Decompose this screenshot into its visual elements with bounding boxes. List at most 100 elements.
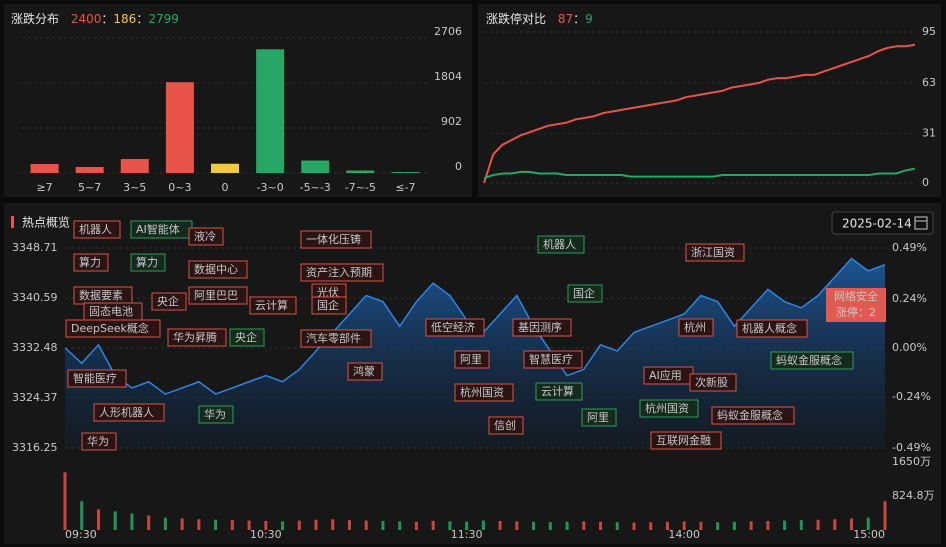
volume-bar [799,520,803,530]
hotspot-tag [685,243,745,262]
bar [75,167,104,173]
bar [301,160,330,173]
y-tick-label: 902 [441,115,462,128]
up-count: 87 [558,12,573,26]
hotspot-label: 资产注入预期 [306,265,372,279]
hotspot-tag [65,319,161,338]
x-tick-label: 11:30 [451,528,483,541]
volume-bar [749,521,753,530]
date: 2025-02-14 [842,217,912,231]
x-tick-label: 14:00 [668,528,700,541]
hotspot-tag [188,227,224,246]
hotspot-tag [188,286,248,305]
hotspot-tag [130,253,166,272]
hotspot-label: 汽车零部件 [306,331,361,345]
hotspot-label: 国企 [573,286,595,300]
volume-bar [481,520,485,530]
hotspot-label: 智慧医疗 [529,352,573,366]
sep: ： [136,12,148,26]
sep: ： [101,12,113,26]
volume-bar [866,517,870,530]
bar [256,49,285,173]
series-line [483,43,916,184]
hotspot-label: 杭州国资 [645,401,689,415]
volume-bar [63,472,67,530]
hotspot-label: 蚂蚁金服概念 [776,353,842,367]
hotspot-tag [300,263,384,282]
volume-bar [498,520,502,530]
x-tick-label: 09:30 [65,528,97,541]
hotspot-label: 基因测序 [518,320,562,334]
hotspot-label: 人形机器人 [99,405,154,419]
hotspot-label: 低空经济 [431,320,475,334]
hotspot-tag [689,373,737,392]
hotspot-label: 央企 [235,330,257,344]
hotspot-label: 光伏 [317,285,339,299]
bar [391,172,420,173]
volume-bar [431,520,435,530]
hotspot-tag [711,406,795,425]
hotspot-tag [151,292,187,311]
volume-bar [682,521,686,530]
volume-bar [448,521,452,530]
hotspot-label: 阿里 [460,353,482,366]
volume-bar [96,509,100,530]
volume-bar [147,515,151,530]
volume-bar [230,520,234,530]
hotspot-tag [347,362,383,381]
hotspot-tag [512,318,572,337]
hotspot-tag [736,319,808,338]
hotspot-label: 浙江国资 [691,246,735,259]
title-marker [11,216,14,228]
hotspot-label: 次新股 [695,375,728,389]
x-tick-label: ≥7 [36,181,52,194]
hotspot-tag [454,350,490,369]
volume-bar [532,521,536,530]
hotspot-label: 阿里巴巴 [194,289,238,302]
volume-bar [732,521,736,530]
volume-bar [615,522,619,530]
volume-bar [599,521,603,530]
x-tick-label: ≤-7 [395,181,415,194]
hotspot-label: 算力 [79,255,101,269]
hotspot-label: 央企 [157,294,179,308]
volume-bar [214,519,218,530]
vol-tick-label: 1650万 [892,455,931,468]
volume-bar [163,517,167,530]
y-tick-label: 3348.71 [12,241,58,254]
x-tick-label: 5~7 [78,181,101,194]
volume-bar [314,519,318,530]
volume-bar [565,521,569,530]
hotspot-tag [300,230,372,249]
hotspot-tag [537,235,585,254]
date-picker[interactable] [831,211,934,235]
volume-bar [264,520,268,530]
hotspot-tag [188,260,248,279]
bar [346,170,375,173]
volume-bar [297,520,301,530]
hotspot-label: 互联网金融 [656,433,711,447]
hotspot-tag [300,329,372,348]
hotspot-tag [650,431,722,450]
hotspot-tag [639,399,699,418]
hotspot-label: 云计算 [255,298,288,312]
panel-title: 热点概览 [22,215,70,230]
hotspot-label: 杭州国资 [460,385,504,399]
bar [211,163,239,173]
y-tick-label: 63 [922,76,936,89]
hotspot-tag [567,284,603,303]
volume-bar [180,518,184,530]
title: 涨跌停对比 [486,11,546,26]
volume-bar [699,521,703,530]
hotspot-tag [678,318,714,337]
y2-tick-label: 0.00% [892,341,927,354]
volume-bar [247,520,251,530]
sep: ： [573,12,585,26]
x-tick-label: -3~0 [257,181,284,194]
y-tick-label: 95 [922,25,936,38]
hotspot-tag [581,408,617,427]
volume-bar [465,521,469,530]
hotspot-label: 数据中心 [194,262,238,276]
x-tick-label: 0~3 [168,181,191,194]
